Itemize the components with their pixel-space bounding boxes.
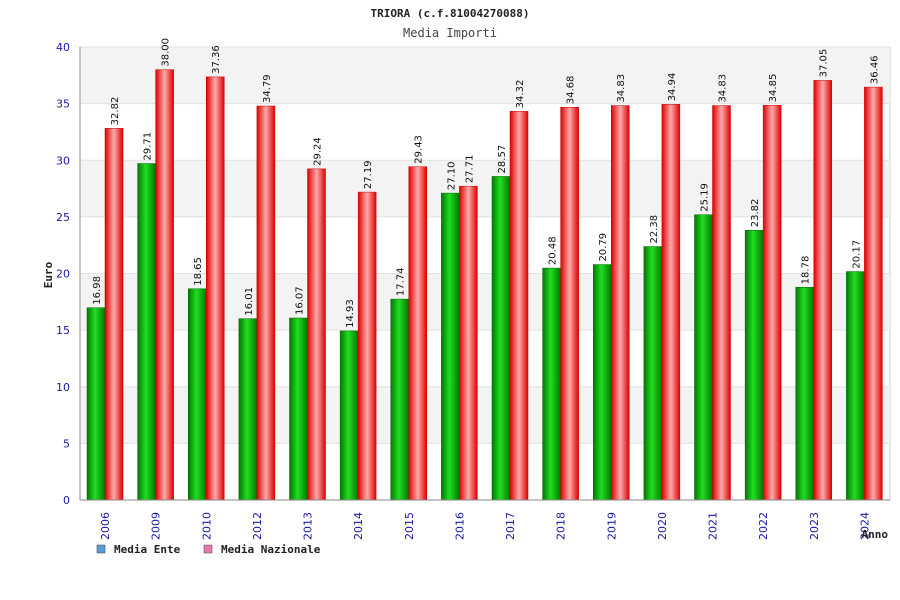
bar-media-nazionale	[408, 166, 427, 501]
value-label-media-ente: 16.07	[295, 286, 306, 315]
value-label-media-nazionale: 34.94	[667, 73, 678, 102]
bar-media-ente	[846, 271, 865, 501]
value-label-media-nazionale: 34.85	[768, 74, 779, 103]
value-label-media-nazionale: 38.00	[161, 38, 172, 67]
value-label-media-nazionale: 36.46	[869, 55, 880, 84]
y-tick-label: 20	[56, 268, 70, 281]
bar-media-nazionale	[307, 168, 326, 501]
bar-media-nazionale	[611, 105, 630, 501]
y-tick-label: 15	[56, 324, 70, 337]
value-label-media-ente: 14.93	[345, 299, 356, 328]
bar-media-ente	[694, 214, 713, 501]
value-label-media-nazionale: 27.71	[464, 155, 475, 184]
x-tick-label: 2010	[200, 512, 213, 540]
bar-media-ente	[795, 287, 814, 501]
x-tick-label: 2024	[858, 512, 871, 540]
bar-media-ente	[441, 192, 460, 501]
x-tick-label: 2014	[352, 512, 365, 540]
x-tick-label: 2017	[504, 512, 517, 540]
value-label-media-nazionale: 34.83	[718, 74, 729, 103]
value-label-media-nazionale: 34.32	[515, 80, 526, 109]
y-tick-label: 10	[56, 381, 70, 394]
bar-media-ente	[491, 176, 511, 501]
value-label-media-ente: 18.78	[801, 256, 812, 285]
y-tick-label: 30	[56, 154, 70, 167]
x-tick-label: 2015	[403, 512, 416, 540]
bar-media-ente	[289, 317, 308, 501]
legend-swatch-media-ente	[96, 544, 106, 554]
bar-media-nazionale	[357, 191, 377, 501]
value-label-media-nazionale: 29.24	[313, 137, 324, 166]
value-label-media-ente: 16.98	[92, 276, 103, 305]
x-tick-label: 2009	[150, 512, 163, 540]
value-label-media-ente: 28.57	[497, 145, 508, 174]
y-tick-label: 25	[56, 211, 70, 224]
bar-media-nazionale	[256, 105, 276, 501]
y-tick-label: 35	[56, 98, 70, 111]
y-tick-label: 0	[63, 494, 70, 507]
value-label-media-ente: 20.48	[548, 236, 559, 265]
value-label-media-nazionale: 37.05	[819, 49, 830, 78]
value-label-media-ente: 16.01	[244, 287, 255, 316]
bar-media-ente	[137, 163, 156, 501]
value-label-media-nazionale: 37.36	[211, 45, 222, 74]
x-tick-label: 2019	[605, 512, 618, 540]
bar-media-nazionale	[459, 185, 478, 501]
bar-media-ente	[593, 264, 612, 501]
y-axis-label: Euro	[42, 261, 55, 288]
x-tick-label: 2013	[302, 512, 315, 540]
bar-media-nazionale	[762, 105, 782, 501]
bar-media-ente	[238, 318, 258, 501]
x-tick-label: 2022	[757, 512, 770, 540]
x-tick-label: 2020	[656, 512, 669, 540]
value-label-media-ente: 29.71	[143, 132, 154, 161]
bar-media-nazionale	[661, 104, 681, 501]
chart-title: TRIORA (c.f.81004270088)	[371, 7, 530, 20]
y-tick-label: 40	[56, 41, 70, 54]
bar-media-nazionale	[864, 86, 883, 501]
legend-swatch-media-nazionale	[203, 544, 213, 554]
y-tick-label: 5	[63, 437, 70, 450]
legend-label-media-ente: Media Ente	[114, 543, 181, 556]
bar-media-ente	[643, 246, 663, 501]
bar-media-ente	[744, 229, 764, 501]
chart-subtitle: Media Importi	[403, 26, 497, 40]
legend-label-media-nazionale: Media Nazionale	[221, 543, 321, 556]
x-tick-label: 2023	[808, 512, 821, 540]
value-label-media-nazionale: 34.79	[262, 74, 273, 103]
bar-media-nazionale	[509, 111, 529, 501]
bar-media-nazionale	[206, 76, 225, 501]
bar-media-nazionale	[155, 69, 174, 501]
value-label-media-ente: 17.74	[396, 267, 407, 296]
value-label-media-ente: 23.82	[750, 199, 761, 228]
legend: Media Ente Media Nazionale	[96, 543, 321, 556]
value-label-media-nazionale: 27.19	[363, 160, 374, 189]
bar-media-ente	[339, 330, 359, 501]
value-label-media-nazionale: 34.83	[616, 74, 627, 103]
value-label-media-nazionale: 34.68	[566, 76, 577, 105]
x-tick-label: 2006	[99, 512, 112, 540]
x-tick-label: 2012	[251, 512, 264, 540]
bar-media-ente	[188, 288, 207, 501]
bar-media-nazionale	[560, 106, 579, 501]
bar-media-ente	[86, 307, 106, 501]
value-label-media-ente: 20.79	[598, 233, 609, 262]
bar-media-nazionale	[104, 128, 124, 501]
value-label-media-ente: 22.38	[649, 215, 660, 244]
value-label-media-ente: 27.10	[446, 161, 457, 190]
value-label-media-ente: 18.65	[193, 257, 204, 286]
bar-media-nazionale	[813, 80, 832, 501]
x-axis-label: Anno	[862, 528, 889, 541]
value-label-media-nazionale: 32.82	[110, 97, 121, 126]
bar-media-ente	[542, 267, 561, 501]
value-label-media-ente: 25.19	[700, 183, 711, 212]
x-tick-label: 2021	[707, 512, 720, 540]
value-label-media-nazionale: 29.43	[414, 135, 425, 164]
x-tick-label: 2018	[555, 512, 568, 540]
x-tick-label: 2016	[453, 512, 466, 540]
bar-media-nazionale	[712, 105, 731, 501]
bar-media-ente	[390, 298, 409, 501]
value-label-media-ente: 20.17	[851, 240, 862, 269]
